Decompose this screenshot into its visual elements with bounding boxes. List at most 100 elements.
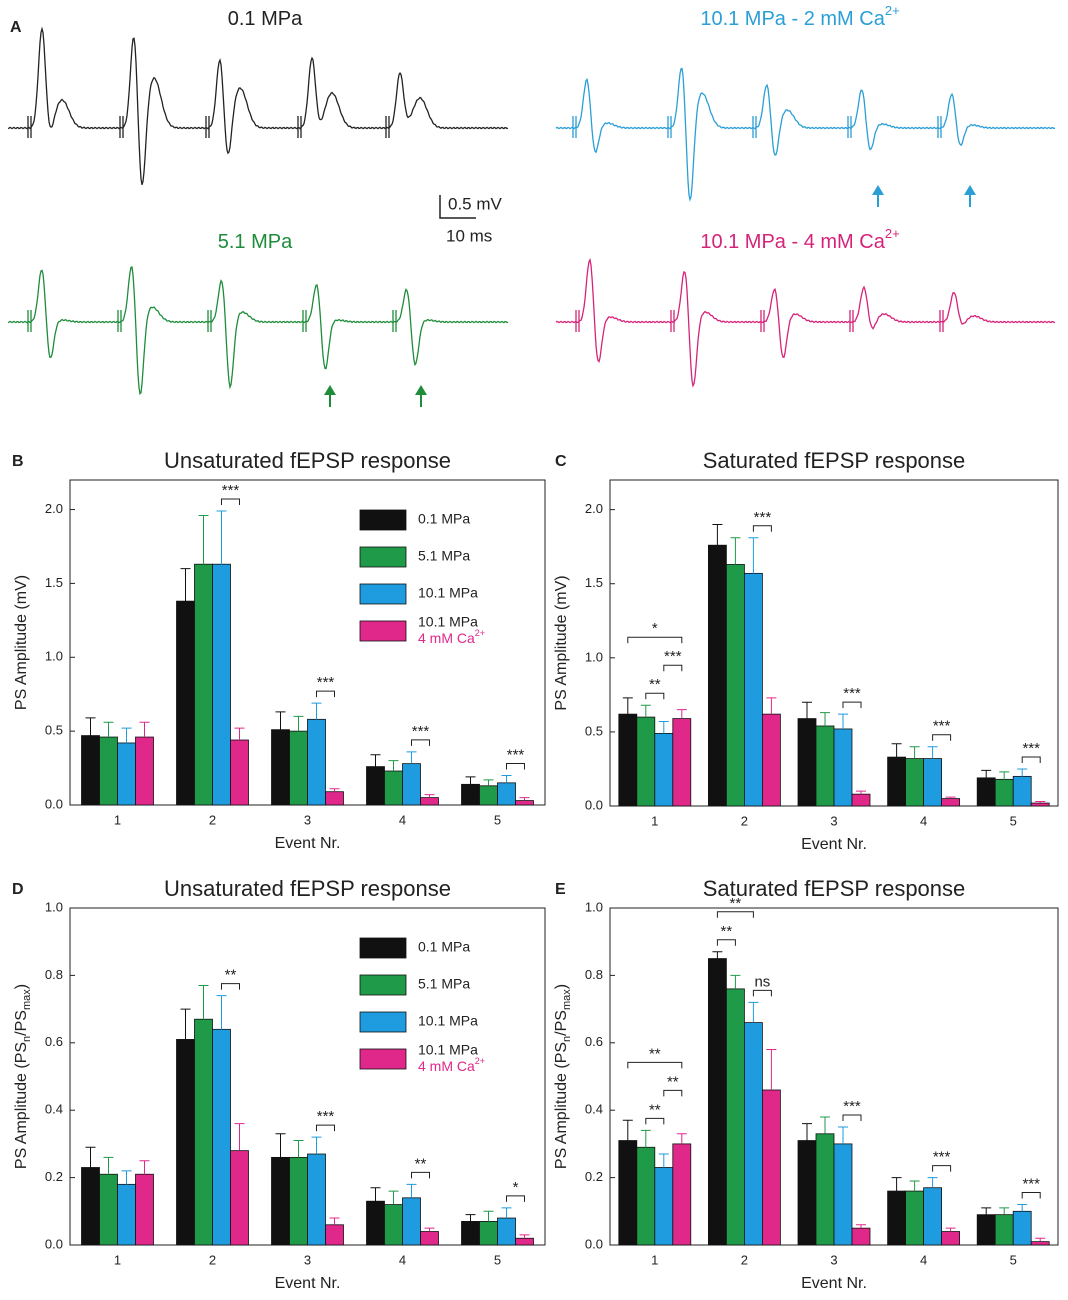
error-bar [519, 1234, 530, 1239]
bar [797, 718, 817, 807]
error-bar [370, 754, 381, 767]
arrow-head [872, 185, 884, 195]
bar [99, 736, 118, 806]
trace-label-text: 10.1 MPa - 4 mM Ca [700, 231, 885, 253]
y-tick-label: 0.0 [585, 1236, 603, 1251]
error-bar [640, 1129, 651, 1148]
bar [212, 563, 231, 806]
bar [194, 563, 213, 806]
y-tick-label: 0.2 [45, 1169, 63, 1184]
bar [905, 1190, 924, 1246]
bar [117, 1183, 136, 1246]
significance-bracket [752, 989, 772, 997]
error-bar [388, 1190, 399, 1205]
error-bar [999, 1207, 1010, 1215]
bar [325, 791, 344, 806]
bar [384, 770, 403, 806]
y-axis-label-part: PS Amplitude (mV) [553, 575, 570, 710]
error-bar [820, 1116, 830, 1134]
trace-label-text: 5.1 MPa [218, 231, 293, 253]
error-bar [981, 1207, 992, 1215]
significance-bracket [411, 739, 430, 746]
chart-title: Saturated fEPSP response [703, 448, 966, 473]
bar [654, 1167, 674, 1246]
trace [555, 257, 1056, 388]
error-bar [622, 1119, 633, 1141]
error-bar [945, 1227, 956, 1232]
error-bar [216, 995, 227, 1030]
legend-label: 10.1 MPa [418, 1013, 478, 1029]
y-tick-label: 0.5 [585, 723, 603, 738]
x-tick-label: 1 [114, 1252, 121, 1267]
error-bar [370, 1187, 381, 1202]
significance-bracket [1021, 1192, 1041, 1199]
y-tick-label: 1.0 [585, 649, 603, 664]
y-tick-label: 0.2 [585, 1169, 603, 1184]
legend-swatch [359, 583, 407, 605]
bar [833, 728, 853, 807]
x-tick-label: 5 [1010, 1252, 1017, 1267]
chart-title: Unsaturated fEPSP response [164, 448, 451, 473]
x-axis-label: Event Nr. [801, 836, 867, 853]
legend-label: 10.1 MPa [418, 585, 478, 601]
y-axis-label-part: /PS [553, 1010, 570, 1036]
error-bar [748, 1001, 759, 1023]
bar [976, 777, 996, 807]
error-bar [275, 1133, 286, 1158]
significance-bracket [627, 636, 683, 644]
significance-label: ** [730, 895, 742, 912]
significance-label: *** [664, 648, 682, 665]
scale-bar-line [439, 195, 476, 219]
bar [1012, 775, 1032, 807]
bar [636, 1146, 656, 1246]
error-bar [927, 746, 938, 759]
error-bar [838, 1126, 848, 1144]
legend-label-sup: 2+ [475, 1056, 485, 1066]
error-bar [676, 1133, 687, 1144]
bar [99, 1173, 118, 1246]
error-bar [406, 1183, 417, 1198]
bar [271, 1156, 290, 1246]
bar [726, 988, 745, 1246]
bar [654, 732, 674, 807]
x-tick-label: 4 [920, 813, 927, 828]
trace-label-sup: 2+ [885, 226, 900, 241]
bar [461, 1221, 480, 1246]
bar [797, 1140, 817, 1246]
x-tick-label: 5 [494, 1252, 501, 1267]
bar [708, 958, 727, 1246]
y-tick-label: 1.0 [45, 649, 63, 664]
error-bar [388, 760, 399, 772]
chart-title: Saturated fEPSP response [703, 876, 966, 901]
error-bar [424, 1227, 435, 1232]
error-bar [275, 711, 286, 730]
bar [815, 725, 835, 807]
legend-swatch [359, 1011, 407, 1033]
trace [7, 26, 509, 185]
bar [887, 756, 906, 807]
bar [744, 1022, 763, 1246]
bar [515, 800, 534, 806]
bar [941, 798, 960, 807]
significance-bracket [932, 1165, 952, 1172]
error-bar [85, 1146, 96, 1168]
bar [194, 1018, 213, 1246]
x-tick-label: 1 [651, 1252, 658, 1267]
x-tick-label: 1 [651, 813, 658, 828]
trace-label-text: 0.1 MPa [228, 8, 303, 30]
legend-label: 4 mM Ca2+ [418, 628, 485, 645]
y-axis-label: PS Amplitude (mV) [553, 575, 570, 710]
y-axis-label-part: n [21, 1036, 33, 1042]
error-bar [802, 1123, 812, 1141]
y-tick-label: 0.8 [585, 967, 603, 982]
significance-label: *** [843, 1098, 861, 1115]
significance-bracket [663, 664, 683, 672]
error-bar [1017, 1204, 1028, 1212]
significance-label: ** [649, 676, 661, 693]
bar [81, 1167, 100, 1246]
panel-letter: D [12, 881, 24, 898]
error-bar [945, 796, 956, 799]
trace [555, 67, 1056, 202]
panel-letter: C [555, 453, 567, 470]
significance-label: ** [667, 1073, 679, 1090]
